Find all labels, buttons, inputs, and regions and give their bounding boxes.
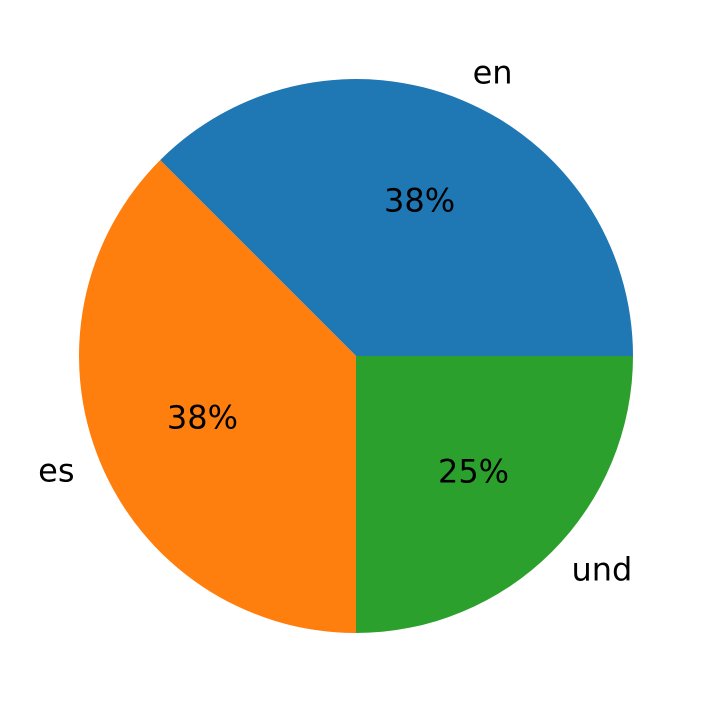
pie-slice bbox=[356, 356, 633, 633]
slice-label: en bbox=[473, 53, 513, 91]
value-label: 38% bbox=[167, 399, 238, 437]
value-label: 38% bbox=[384, 181, 455, 219]
slice-label: und bbox=[571, 550, 632, 588]
pie-slice bbox=[160, 79, 634, 357]
slice-label: es bbox=[38, 452, 74, 490]
value-label: 25% bbox=[438, 453, 509, 491]
pie-slice bbox=[79, 160, 357, 634]
